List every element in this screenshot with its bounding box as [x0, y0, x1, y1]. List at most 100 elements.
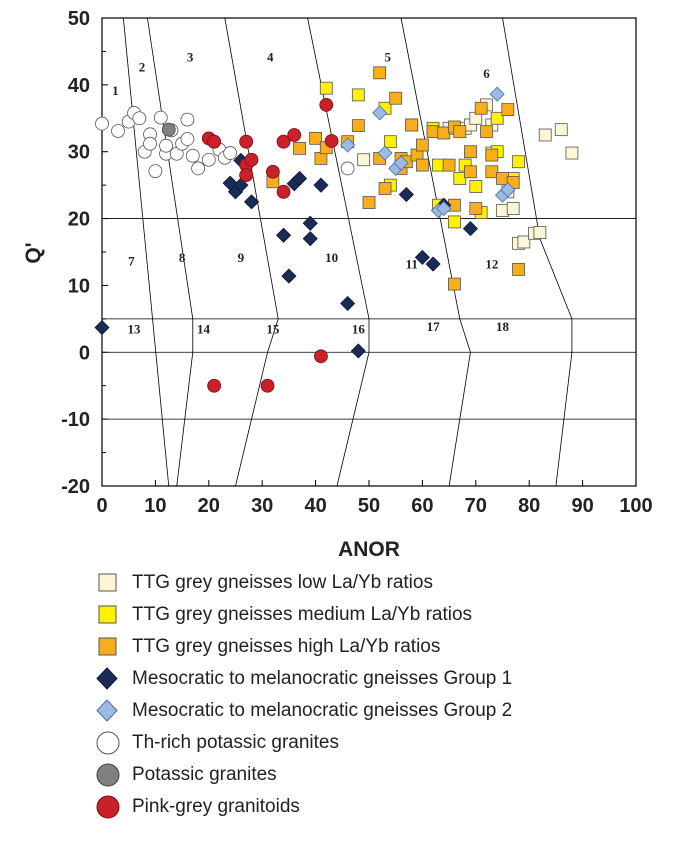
data-point-square — [389, 91, 403, 105]
legend-label: TTG grey gneisses low La/Yb ratios — [132, 572, 433, 593]
data-point-diamond — [425, 256, 441, 272]
data-point-square — [351, 119, 365, 133]
data-point-circle — [276, 134, 291, 149]
x-tick-label: 20 — [198, 495, 220, 517]
y-tick-label: 0 — [79, 342, 90, 364]
data-point-square — [501, 103, 515, 116]
field-number-label: 9 — [238, 250, 245, 265]
data-point-square — [351, 88, 365, 102]
data-point-square — [362, 196, 376, 209]
data-point-square — [485, 165, 499, 179]
field-number-label: 12 — [485, 257, 498, 272]
data-point-circle — [159, 138, 173, 153]
x-tick-label: 10 — [144, 495, 166, 517]
field-number-label: 11 — [406, 257, 418, 272]
data-point-circle — [244, 152, 259, 167]
data-point-diamond — [275, 227, 292, 243]
legend-swatch-circle-icon — [96, 731, 120, 755]
data-point-square — [319, 81, 333, 95]
x-tick-label: 0 — [96, 495, 107, 517]
data-point-diamond — [436, 200, 452, 217]
legend-label: Potassic granites — [132, 764, 277, 785]
legend-item: Th-rich potassic granites — [96, 727, 666, 759]
data-point-square — [453, 125, 467, 139]
data-point-circle — [265, 164, 280, 179]
data-point-square — [309, 131, 323, 145]
data-point-circle — [340, 161, 355, 176]
data-point-square — [490, 111, 504, 125]
y-tick-label: 10 — [68, 275, 90, 297]
field-boundary-line — [502, 17, 541, 239]
legend-swatch-square-icon — [98, 637, 117, 656]
data-point-circle — [95, 116, 109, 131]
data-point-square — [383, 135, 397, 149]
data-point-circle — [201, 152, 216, 167]
field-number-label: 18 — [496, 319, 510, 334]
legend-item: TTG grey gneisses high La/Yb ratios — [96, 631, 666, 663]
data-point-square — [496, 172, 509, 185]
field-boundary-line — [176, 352, 194, 487]
data-point-circle — [132, 111, 147, 126]
legend-item: Mesocratic to melanocratic gneisses Grou… — [96, 695, 666, 727]
x-tick-label: 70 — [465, 495, 487, 517]
x-tick-label: 40 — [304, 495, 326, 517]
field-boundary-line — [400, 17, 461, 319]
data-point-circle — [324, 134, 339, 148]
data-point-square — [512, 262, 525, 276]
data-point-square — [554, 123, 568, 137]
legend: TTG grey gneisses low La/Yb ratios TTG g… — [96, 567, 666, 823]
data-point-square — [474, 101, 488, 115]
x-tick-label: 30 — [251, 495, 273, 517]
legend-swatch-diamond-icon — [96, 699, 118, 722]
data-point-square — [517, 235, 531, 249]
data-point-diamond — [302, 215, 318, 231]
data-point-circle — [180, 132, 195, 146]
legend-item: Pink-grey granitoids — [96, 791, 666, 823]
data-point-square — [480, 125, 493, 139]
y-tick-label: -20 — [61, 476, 90, 498]
data-point-circle — [143, 136, 157, 151]
field-number-label: 8 — [179, 250, 186, 265]
data-point-square — [533, 226, 547, 240]
field-boundary-line — [235, 352, 268, 487]
data-point-circle — [276, 184, 291, 199]
data-point-square — [314, 151, 328, 165]
data-point-square — [357, 153, 371, 167]
field-number-label: 14 — [197, 322, 211, 337]
data-point-diamond — [393, 155, 409, 171]
legend-swatch-circle-icon — [96, 795, 120, 819]
data-point-square — [538, 128, 552, 142]
legend-label: TTG grey gneisses medium La/Yb ratios — [132, 604, 473, 625]
data-point-circle — [180, 112, 195, 127]
data-point-diamond — [94, 319, 110, 336]
data-point-square — [512, 155, 525, 169]
y-tick-label: 50 — [68, 8, 90, 30]
legend-swatch-square-icon — [98, 573, 117, 592]
data-point-square — [464, 145, 477, 159]
field-boundary-line — [459, 318, 471, 353]
data-point-square — [485, 148, 499, 162]
data-point-circle — [191, 161, 206, 176]
legend-swatch-circle-icon — [96, 763, 120, 787]
x-tick-label: 90 — [571, 495, 593, 517]
data-point-diamond — [340, 137, 356, 153]
field-number-label: 16 — [352, 322, 366, 337]
data-point-square — [293, 141, 306, 155]
data-point-square — [565, 146, 579, 160]
data-point-circle — [153, 110, 168, 125]
data-point-diamond — [372, 105, 388, 121]
x-tick-label: 80 — [518, 495, 540, 517]
data-point-square — [448, 277, 461, 291]
y-axis-title: Q' — [22, 242, 45, 263]
field-boundary-line — [448, 352, 471, 487]
data-point-square — [426, 125, 440, 139]
data-point-circle — [239, 134, 254, 149]
field-boundary-line — [539, 238, 573, 320]
data-point-diamond — [500, 182, 516, 198]
data-point-diamond — [462, 221, 479, 237]
field-number-label: 13 — [128, 322, 142, 337]
field-number-label: 3 — [187, 49, 194, 64]
field-number-label: 7 — [128, 253, 135, 268]
legend-item: Potassic granites — [96, 759, 666, 791]
